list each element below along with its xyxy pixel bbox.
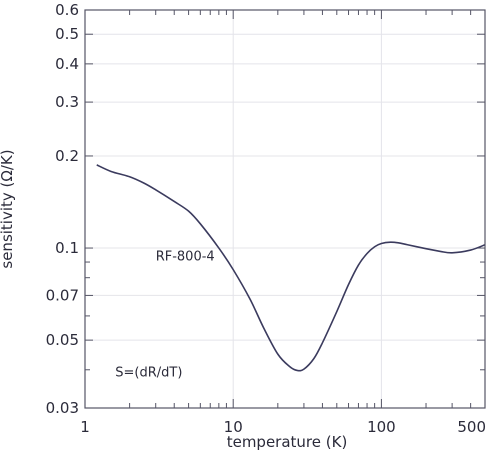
ticks — [84, 9, 486, 409]
y-tick-label: 0.3 — [55, 93, 79, 111]
x-tick-label: 100 — [367, 418, 396, 436]
x-axis-title: temperature (K) — [227, 433, 348, 451]
x-tick-label: 10 — [224, 418, 243, 436]
grid — [85, 10, 485, 408]
chart-annotation: RF-800-4 — [156, 250, 215, 265]
y-tick-label: 0.07 — [46, 286, 79, 304]
y-axis-title: sensitivity (Ω/K) — [0, 149, 16, 268]
y-tick-label: 0.2 — [55, 147, 79, 165]
plot-background — [85, 10, 485, 408]
y-tick-label: 0.1 — [55, 239, 79, 257]
tick-labels: 1 10 100 500 0.03 0.05 0.07 0.1 0.2 0.3 0.4 0.5 0.6 — [46, 1, 486, 436]
y-tick-label: 0.4 — [55, 55, 79, 73]
series-layer — [96, 164, 486, 372]
y-tick-label: 0.6 — [55, 1, 79, 19]
plot-frame — [84, 9, 486, 409]
x-tick-label: 1 — [80, 418, 90, 436]
y-tick-label: 0.05 — [46, 331, 79, 349]
chart-annotation: S=(dR/dT) — [115, 366, 182, 381]
y-tick-label: 0.03 — [46, 399, 79, 417]
annotations: RF-800-4 S=(dR/dT) — [115, 250, 214, 381]
x-tick-label: 500 — [457, 418, 486, 436]
y-tick-label: 0.5 — [55, 25, 79, 43]
series-line — [96, 164, 486, 372]
